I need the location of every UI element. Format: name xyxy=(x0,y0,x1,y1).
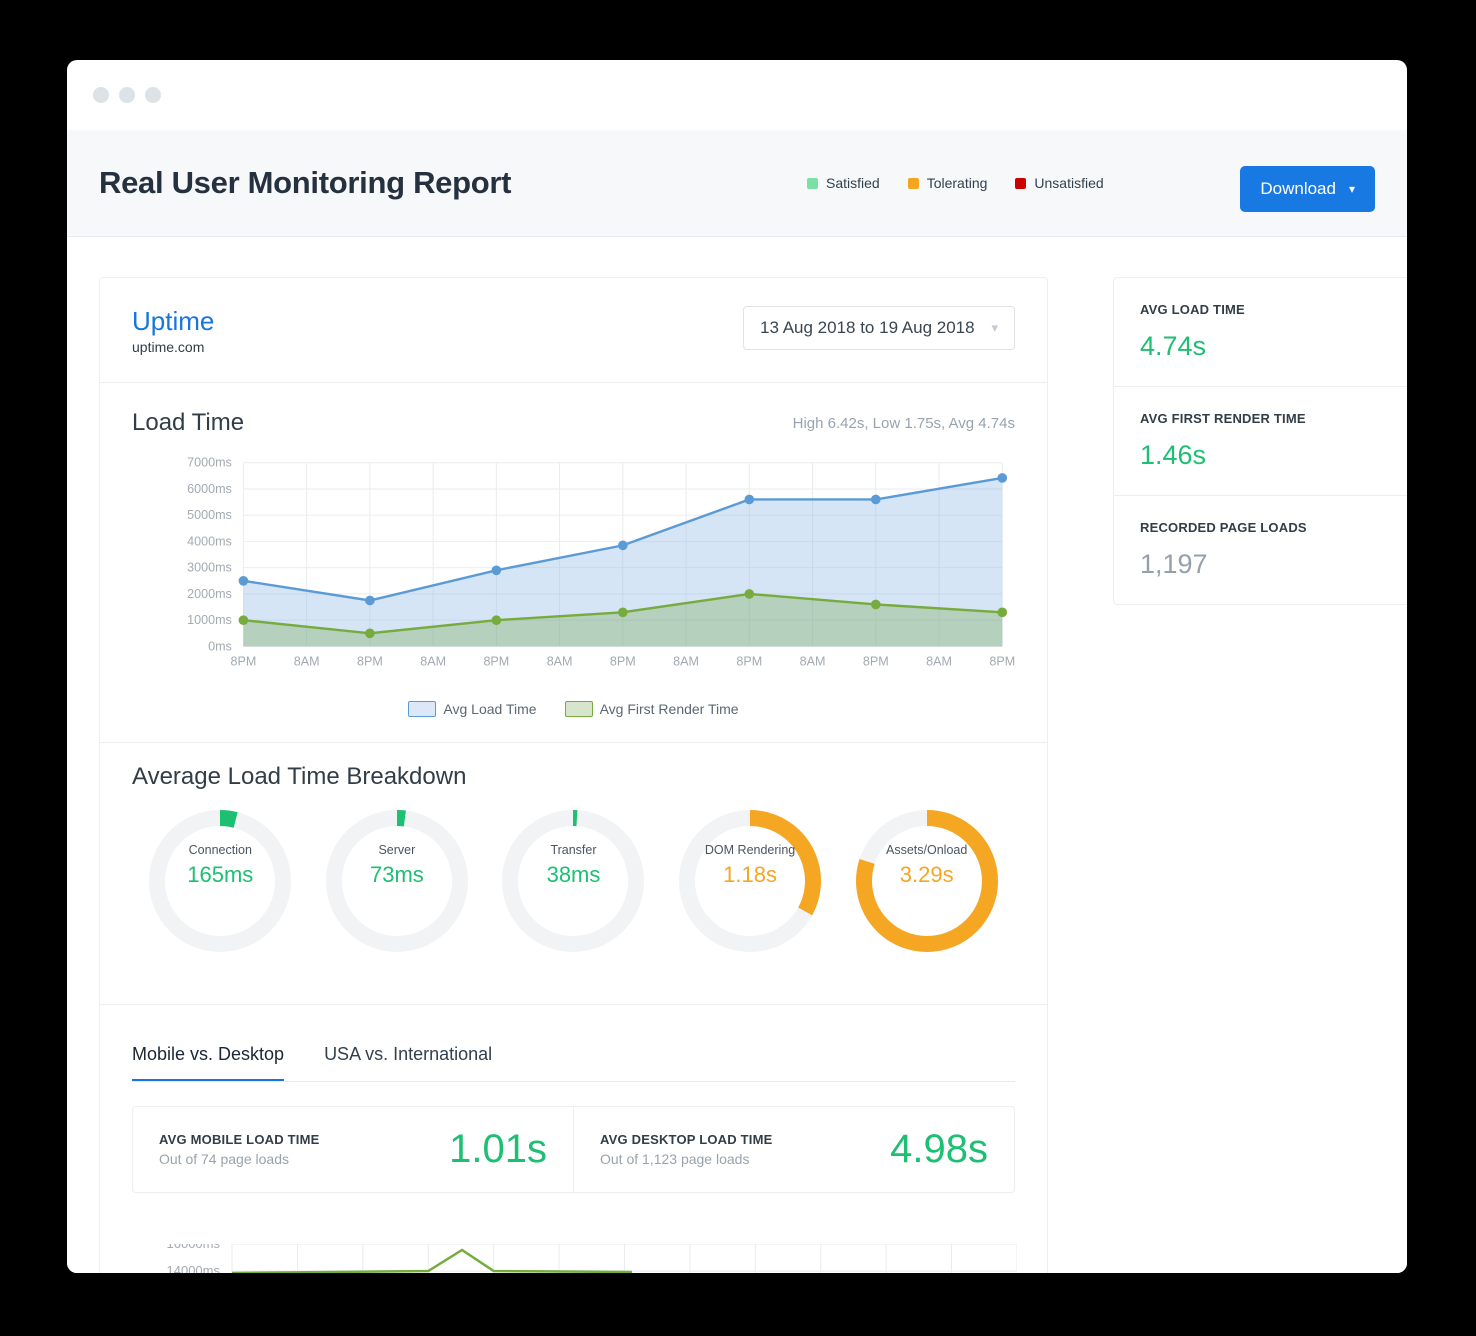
svg-text:8PM: 8PM xyxy=(357,655,383,669)
svg-text:8AM: 8AM xyxy=(800,655,826,669)
svg-text:1000ms: 1000ms xyxy=(187,613,232,627)
svg-text:8AM: 8AM xyxy=(926,655,952,669)
svg-text:6000ms: 6000ms xyxy=(187,482,232,496)
svg-text:4000ms: 4000ms xyxy=(187,534,232,548)
svg-text:8PM: 8PM xyxy=(483,655,509,669)
svg-text:8AM: 8AM xyxy=(547,655,573,669)
svg-text:16000ms: 16000ms xyxy=(167,1244,221,1251)
svg-text:5000ms: 5000ms xyxy=(187,508,232,522)
svg-text:8PM: 8PM xyxy=(989,655,1015,669)
svg-text:3000ms: 3000ms xyxy=(187,561,232,575)
svg-text:8AM: 8AM xyxy=(294,655,320,669)
svg-text:8AM: 8AM xyxy=(673,655,699,669)
svg-text:0ms: 0ms xyxy=(208,639,232,653)
svg-text:8PM: 8PM xyxy=(736,655,762,669)
svg-text:8PM: 8PM xyxy=(610,655,636,669)
svg-text:8AM: 8AM xyxy=(420,655,446,669)
svg-text:14000ms: 14000ms xyxy=(167,1263,221,1273)
svg-text:7000ms: 7000ms xyxy=(187,456,232,470)
svg-text:8PM: 8PM xyxy=(863,655,889,669)
svg-text:2000ms: 2000ms xyxy=(187,587,232,601)
svg-text:8PM: 8PM xyxy=(231,655,257,669)
